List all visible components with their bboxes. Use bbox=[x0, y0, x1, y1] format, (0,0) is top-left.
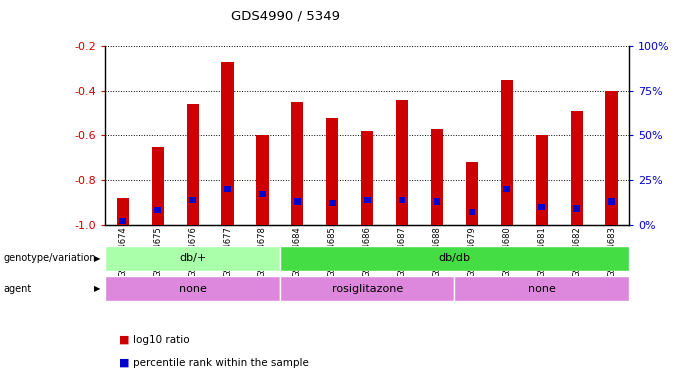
Bar bbox=[500, 79, 513, 225]
Text: log10 ratio: log10 ratio bbox=[133, 335, 189, 345]
Bar bbox=[120, 218, 126, 224]
Bar bbox=[434, 198, 441, 205]
Bar bbox=[329, 200, 336, 206]
Bar bbox=[291, 102, 303, 225]
Bar bbox=[256, 136, 269, 225]
Text: ■: ■ bbox=[119, 335, 129, 345]
Text: none: none bbox=[179, 284, 207, 294]
Bar bbox=[454, 276, 629, 301]
Text: agent: agent bbox=[3, 284, 32, 294]
Bar bbox=[503, 186, 510, 192]
Bar bbox=[280, 276, 454, 301]
Text: percentile rank within the sample: percentile rank within the sample bbox=[133, 358, 309, 368]
Bar bbox=[364, 197, 371, 203]
Bar bbox=[605, 91, 617, 225]
Bar bbox=[105, 276, 280, 301]
Bar bbox=[294, 198, 301, 205]
Bar bbox=[431, 129, 443, 225]
Text: GDS4990 / 5349: GDS4990 / 5349 bbox=[231, 10, 340, 23]
Bar bbox=[152, 147, 164, 225]
Text: db/+: db/+ bbox=[179, 253, 206, 263]
Text: ■: ■ bbox=[119, 358, 129, 368]
Bar bbox=[466, 162, 478, 225]
Bar bbox=[224, 186, 231, 192]
Bar bbox=[117, 198, 129, 225]
Bar bbox=[469, 209, 475, 215]
Bar bbox=[536, 136, 548, 225]
Text: ▶: ▶ bbox=[94, 254, 101, 263]
Text: ▶: ▶ bbox=[94, 285, 101, 293]
Text: rosiglitazone: rosiglitazone bbox=[332, 284, 403, 294]
Bar bbox=[361, 131, 373, 225]
Text: genotype/variation: genotype/variation bbox=[3, 253, 96, 263]
Bar bbox=[280, 246, 629, 271]
Text: none: none bbox=[528, 284, 556, 294]
Bar bbox=[105, 246, 280, 271]
Bar bbox=[608, 198, 615, 205]
Bar bbox=[326, 118, 339, 225]
Bar bbox=[396, 99, 408, 225]
Bar bbox=[222, 62, 234, 225]
Bar bbox=[186, 104, 199, 225]
Bar bbox=[154, 207, 161, 214]
Bar bbox=[573, 205, 580, 212]
Bar bbox=[571, 111, 583, 225]
Bar bbox=[189, 197, 196, 203]
Bar bbox=[259, 191, 266, 197]
Bar bbox=[398, 197, 405, 203]
Text: db/db: db/db bbox=[439, 253, 471, 263]
Bar bbox=[539, 204, 545, 210]
